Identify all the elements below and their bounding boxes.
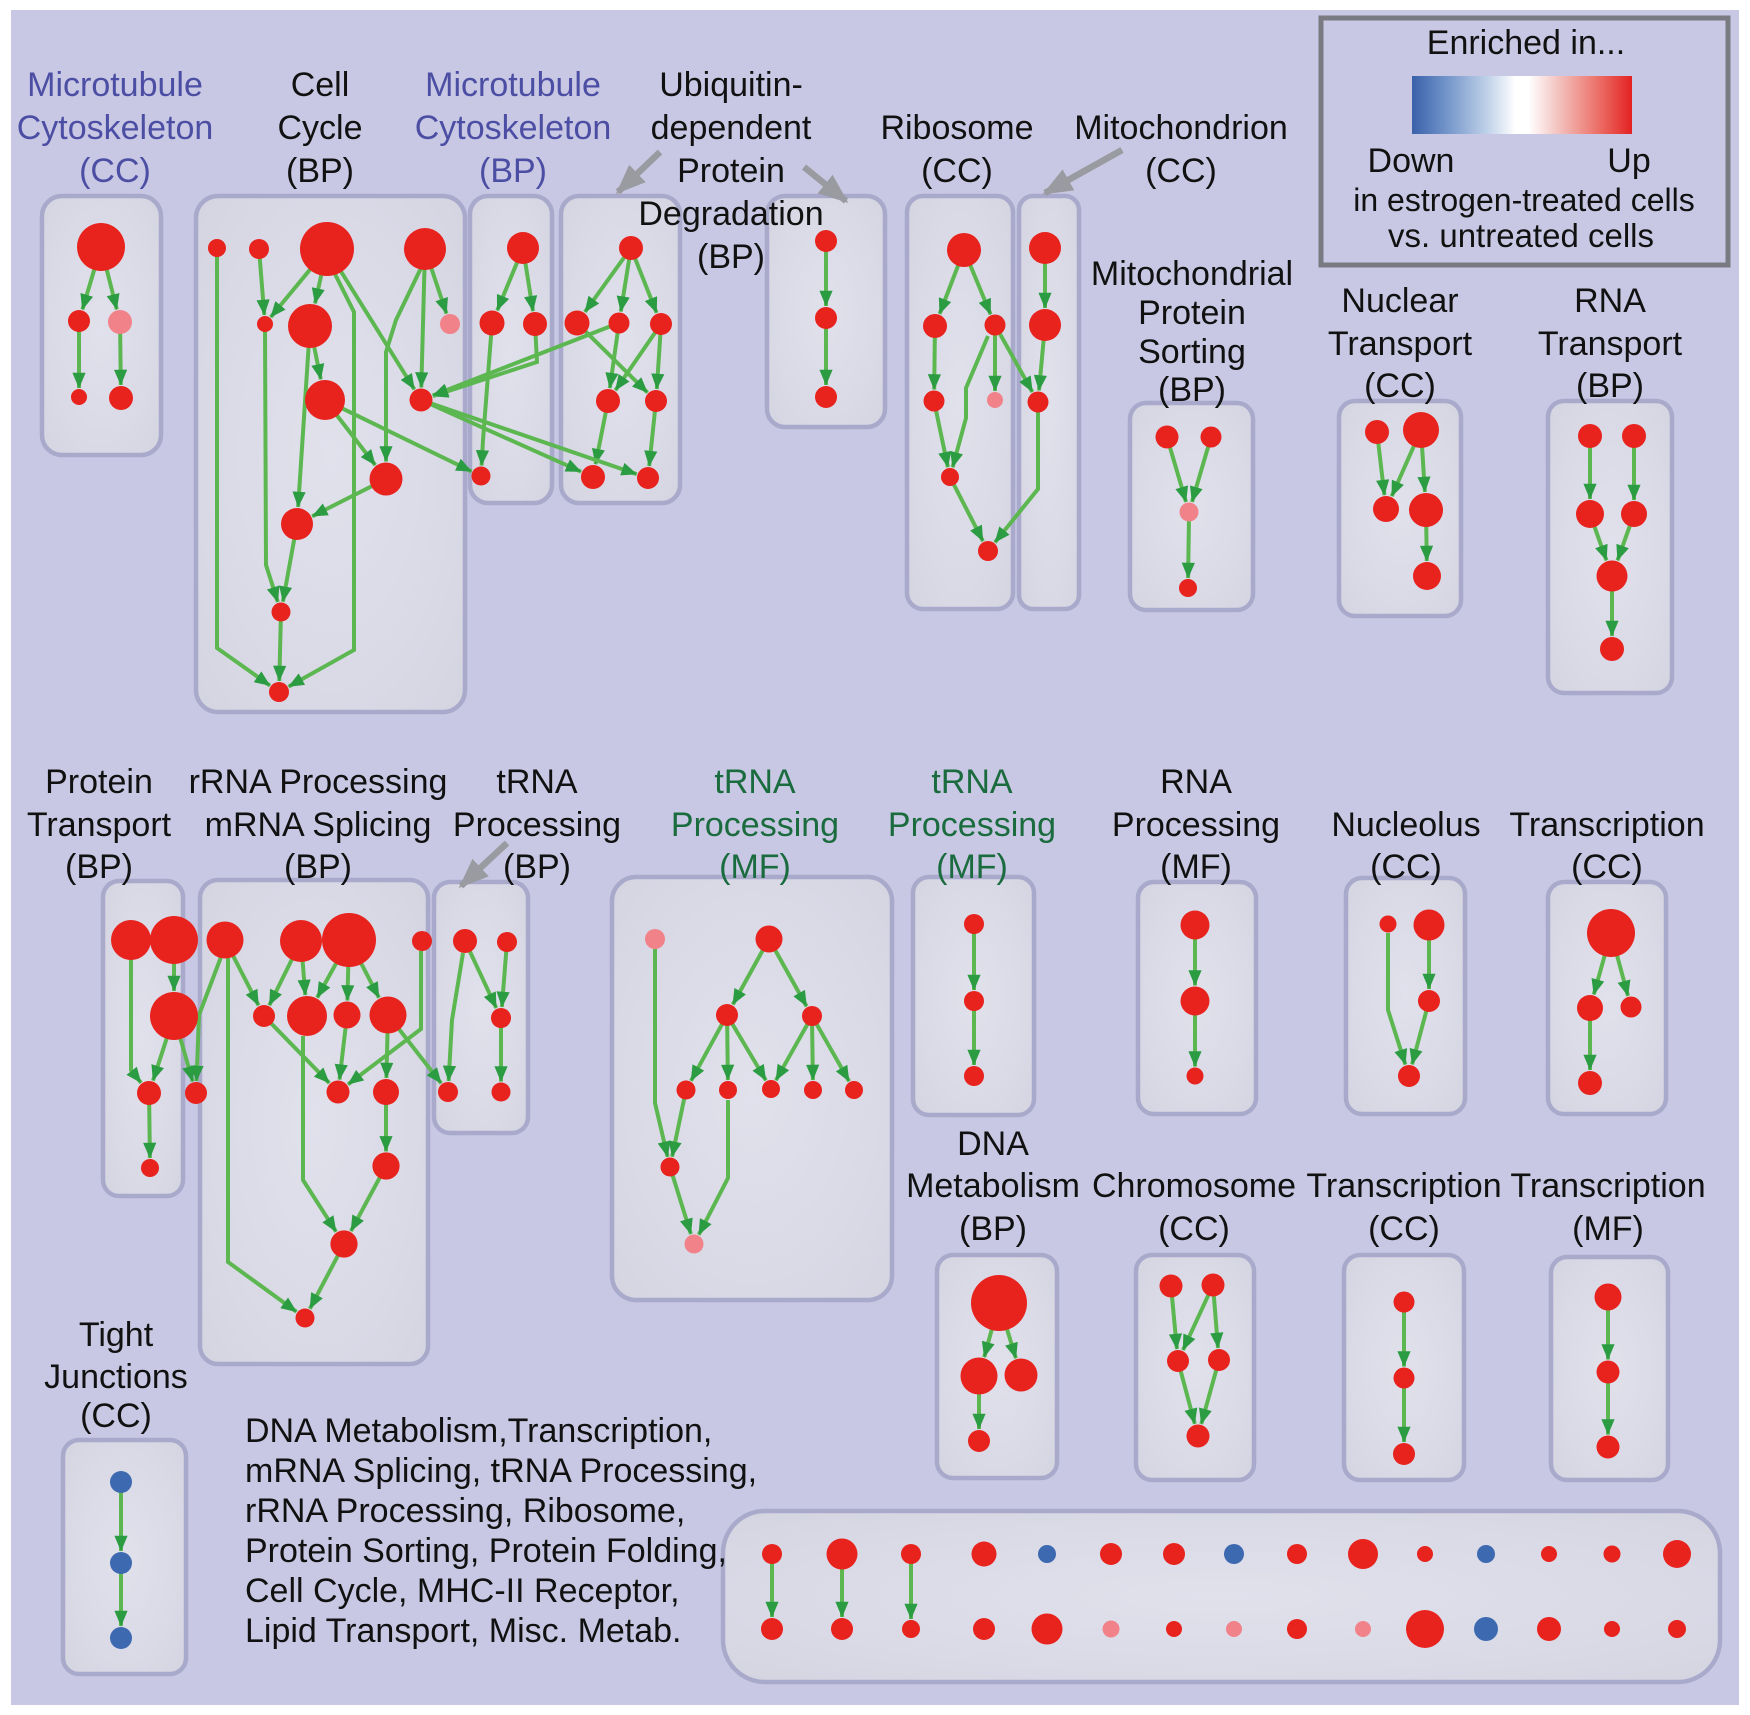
svg-text:mRNA Splicing: mRNA Splicing (205, 806, 432, 844)
svg-text:Transport: Transport (1538, 325, 1683, 363)
svg-text:(CC): (CC) (921, 152, 993, 190)
svg-text:RNA: RNA (1160, 763, 1232, 801)
svg-text:(CC): (CC) (1145, 152, 1217, 190)
svg-text:Transport: Transport (1328, 325, 1473, 363)
svg-text:(BP): (BP) (65, 848, 133, 886)
svg-text:mRNA Splicing, tRNA Processing: mRNA Splicing, tRNA Processing, (245, 1452, 757, 1490)
svg-text:Cytoskeleton: Cytoskeleton (17, 109, 214, 147)
svg-text:Cell Cycle, MHC-II Receptor,: Cell Cycle, MHC-II Receptor, (245, 1572, 680, 1610)
svg-text:Ubiquitin-: Ubiquitin- (659, 66, 803, 104)
svg-text:Protein: Protein (677, 152, 785, 190)
svg-text:Transcription: Transcription (1509, 806, 1704, 844)
svg-text:dependent: dependent (651, 109, 812, 147)
svg-text:Lipid Transport, Misc. Metab.: Lipid Transport, Misc. Metab. (245, 1612, 682, 1650)
svg-text:Cytoskeleton: Cytoskeleton (415, 109, 612, 147)
svg-text:Cell: Cell (291, 66, 350, 104)
svg-text:(MF): (MF) (936, 848, 1008, 886)
svg-text:(CC): (CC) (1370, 848, 1442, 886)
svg-text:(CC): (CC) (1364, 367, 1436, 405)
svg-text:(MF): (MF) (1160, 848, 1232, 886)
svg-text:DNA: DNA (957, 1125, 1029, 1163)
svg-text:(MF): (MF) (719, 848, 791, 886)
svg-text:(CC): (CC) (1571, 848, 1643, 886)
svg-text:rRNA Processing: rRNA Processing (189, 763, 448, 801)
svg-text:Transcription: Transcription (1510, 1167, 1705, 1205)
svg-text:tRNA: tRNA (931, 763, 1013, 801)
svg-text:in estrogen-treated cells: in estrogen-treated cells (1353, 182, 1695, 218)
svg-text:(CC): (CC) (79, 152, 151, 190)
svg-text:Transcription: Transcription (1306, 1167, 1501, 1205)
svg-text:Up: Up (1607, 142, 1650, 180)
svg-text:Transport: Transport (27, 806, 172, 844)
svg-text:(BP): (BP) (286, 152, 354, 190)
svg-text:Protein: Protein (1138, 294, 1246, 332)
svg-text:(CC): (CC) (1368, 1210, 1440, 1248)
svg-text:Microtubule: Microtubule (425, 66, 601, 104)
svg-text:Sorting: Sorting (1138, 333, 1246, 371)
svg-text:tRNA: tRNA (496, 763, 578, 801)
svg-text:Nucleolus: Nucleolus (1331, 806, 1480, 844)
svg-text:tRNA: tRNA (714, 763, 796, 801)
svg-text:(MF): (MF) (1572, 1210, 1644, 1248)
svg-text:Nuclear: Nuclear (1341, 282, 1458, 320)
svg-text:(BP): (BP) (697, 238, 765, 276)
svg-text:(BP): (BP) (503, 848, 571, 886)
svg-text:Mitochondrial: Mitochondrial (1091, 255, 1293, 293)
svg-text:(CC): (CC) (80, 1397, 152, 1435)
svg-text:(BP): (BP) (284, 848, 352, 886)
svg-text:rRNA Processing, Ribosome,: rRNA Processing, Ribosome, (245, 1492, 685, 1530)
svg-text:(BP): (BP) (479, 152, 547, 190)
svg-text:Protein: Protein (45, 763, 153, 801)
svg-text:Processing: Processing (888, 806, 1056, 844)
svg-text:(BP): (BP) (1576, 367, 1644, 405)
svg-text:DNA Metabolism,Transcription,: DNA Metabolism,Transcription, (245, 1412, 712, 1450)
svg-text:RNA: RNA (1574, 282, 1646, 320)
svg-text:Metabolism: Metabolism (906, 1167, 1080, 1205)
svg-text:(BP): (BP) (959, 1210, 1027, 1248)
svg-text:Enriched in...: Enriched in... (1427, 24, 1625, 62)
svg-text:(CC): (CC) (1158, 1210, 1230, 1248)
svg-text:Degradation: Degradation (638, 195, 823, 233)
svg-text:Junctions: Junctions (44, 1358, 188, 1396)
svg-text:Tight: Tight (79, 1316, 154, 1354)
svg-text:Microtubule: Microtubule (27, 66, 203, 104)
svg-text:Processing: Processing (453, 806, 621, 844)
svg-text:Processing: Processing (1112, 806, 1280, 844)
svg-text:Protein Sorting, Protein Foldi: Protein Sorting, Protein Folding, (245, 1532, 727, 1570)
svg-text:Cycle: Cycle (277, 109, 362, 147)
svg-text:vs. untreated cells: vs. untreated cells (1388, 217, 1654, 254)
svg-text:Chromosome: Chromosome (1092, 1167, 1296, 1205)
svg-text:Ribosome: Ribosome (880, 109, 1033, 147)
svg-text:Mitochondrion: Mitochondrion (1074, 109, 1288, 147)
svg-text:Processing: Processing (671, 806, 839, 844)
svg-text:(BP): (BP) (1158, 371, 1226, 409)
svg-text:Down: Down (1368, 142, 1455, 180)
